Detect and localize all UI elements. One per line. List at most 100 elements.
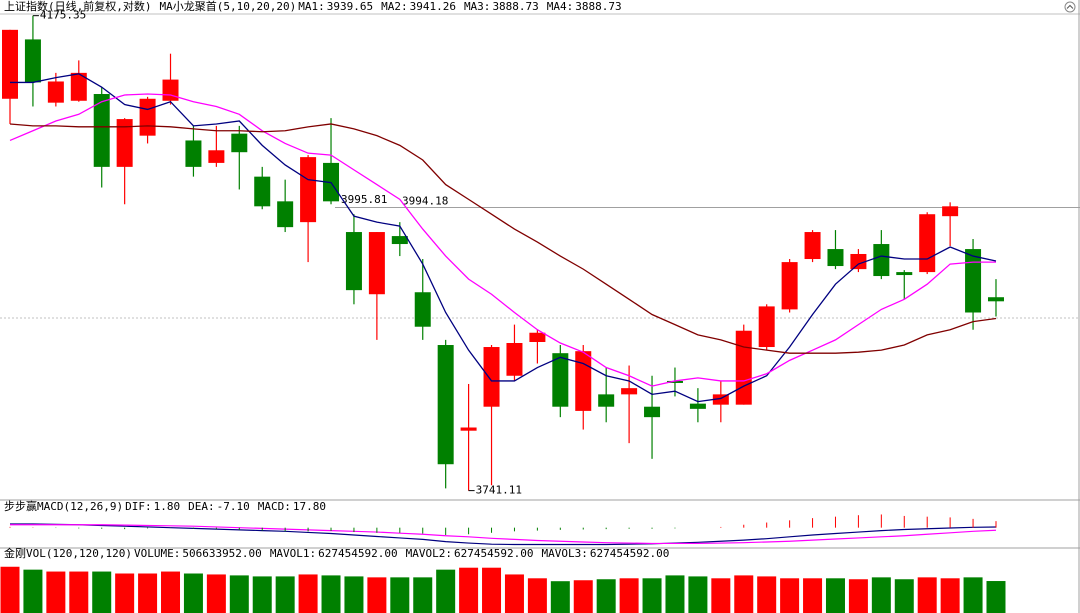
candle-body bbox=[483, 347, 500, 407]
volume-bar bbox=[940, 578, 960, 613]
legend-name: VOLUME: bbox=[134, 547, 180, 560]
volume-bar bbox=[596, 579, 616, 613]
annotation: 4175.35 bbox=[40, 9, 86, 22]
candle-body bbox=[873, 244, 890, 277]
legend-value: 1.80 bbox=[154, 500, 181, 513]
legend-value: 506633952.00 bbox=[182, 547, 261, 560]
candle-body bbox=[208, 150, 225, 163]
indicator-name: 步步赢MACD(12,26,9) bbox=[4, 499, 123, 513]
volume-bar bbox=[0, 566, 20, 613]
volume-bar bbox=[367, 577, 387, 613]
candle-body bbox=[93, 94, 110, 167]
volume-bar bbox=[825, 578, 845, 613]
ma-line bbox=[9, 93, 996, 387]
candle-body bbox=[689, 403, 706, 409]
volume-bar bbox=[92, 571, 112, 613]
volume-bar bbox=[161, 571, 181, 613]
legend-name: MA1: bbox=[298, 0, 325, 13]
macd-line bbox=[10, 523, 996, 546]
collapse-button[interactable] bbox=[1064, 1, 1076, 13]
collapse-icon bbox=[1066, 4, 1074, 9]
candle-body bbox=[552, 353, 569, 407]
legend-value: 3941.26 bbox=[410, 0, 456, 13]
annotation: 3741.11 bbox=[476, 484, 522, 497]
legend-name: MAVOL1: bbox=[270, 547, 316, 560]
volume-bar bbox=[436, 569, 456, 613]
candle-body bbox=[735, 330, 752, 405]
legend-value: -7.10 bbox=[217, 500, 250, 513]
candle-body bbox=[277, 201, 294, 228]
candle-body bbox=[460, 427, 477, 431]
candle-body bbox=[987, 297, 1004, 302]
candle-body bbox=[621, 388, 638, 395]
candle-body bbox=[919, 214, 936, 273]
indicator-name: MA小龙聚首(5,10,20,20) bbox=[160, 0, 297, 13]
candle-body bbox=[116, 119, 133, 167]
legend-value: 627454592.00 bbox=[318, 547, 397, 560]
candle-body bbox=[185, 140, 202, 167]
legend-name: MA2: bbox=[381, 0, 408, 13]
legend-name: MAVOL3: bbox=[542, 547, 588, 560]
volume-bar bbox=[115, 573, 135, 613]
volume-bar bbox=[642, 578, 662, 613]
candle-body bbox=[529, 332, 546, 342]
volume-bar bbox=[917, 577, 937, 613]
volume-bar bbox=[69, 571, 89, 613]
legend-name: MA4: bbox=[547, 0, 574, 13]
legend-name: DIF: bbox=[125, 500, 152, 513]
legend-value: 627454592.00 bbox=[590, 547, 669, 560]
candle-body bbox=[391, 236, 408, 245]
volume-bar bbox=[619, 578, 639, 613]
candle-body bbox=[70, 72, 87, 101]
candle-body bbox=[162, 79, 179, 101]
candle-body bbox=[758, 306, 775, 348]
ma-line bbox=[9, 123, 997, 354]
legend-value: 3888.73 bbox=[575, 0, 621, 13]
volume-bar bbox=[229, 575, 249, 613]
volume-bar bbox=[665, 575, 685, 613]
volume-bar bbox=[803, 578, 823, 613]
macd-line bbox=[10, 524, 997, 545]
volume-bar bbox=[734, 575, 754, 613]
candle-body bbox=[506, 343, 523, 376]
legend-name: MACD: bbox=[258, 500, 291, 513]
volume-bar bbox=[780, 578, 800, 613]
candle-body bbox=[712, 394, 729, 405]
candle-body bbox=[575, 351, 592, 411]
candle-body bbox=[965, 249, 982, 313]
candle-body bbox=[781, 262, 798, 310]
legend-name: MA3: bbox=[464, 0, 491, 13]
candle-body bbox=[345, 232, 362, 291]
volume-bar bbox=[573, 580, 593, 613]
candle-body bbox=[139, 98, 156, 136]
candle-body bbox=[896, 272, 913, 276]
candle-body bbox=[942, 206, 959, 217]
volume-bar bbox=[527, 578, 547, 613]
volume-bar bbox=[711, 578, 731, 613]
candle-body bbox=[644, 406, 661, 418]
candle-body bbox=[231, 133, 248, 153]
volume-bar bbox=[986, 581, 1006, 613]
volume-bar bbox=[757, 576, 777, 613]
candle-body bbox=[47, 81, 64, 103]
volume-bar bbox=[298, 574, 318, 613]
volume-bar bbox=[504, 574, 524, 613]
volume-bar bbox=[550, 581, 570, 613]
indicator-name: 金刚VOL(120,120,120) bbox=[4, 546, 132, 560]
candle-body bbox=[24, 39, 41, 83]
volume-bar bbox=[894, 579, 914, 613]
volume-bar bbox=[275, 576, 295, 613]
annotation: 3995.81 bbox=[341, 193, 387, 206]
volume-bar bbox=[183, 573, 203, 613]
ma-line bbox=[10, 73, 997, 403]
legend-value: 17.80 bbox=[293, 500, 326, 513]
volume-bar bbox=[344, 576, 364, 613]
legend-name: DEA: bbox=[188, 500, 215, 513]
volume-bar bbox=[46, 571, 66, 613]
volume-bar bbox=[459, 567, 479, 613]
legend-value: 3939.65 bbox=[327, 0, 373, 13]
chart-title: 上证指数(日线,前复权,对数) bbox=[4, 0, 152, 13]
candle-body bbox=[804, 232, 821, 260]
